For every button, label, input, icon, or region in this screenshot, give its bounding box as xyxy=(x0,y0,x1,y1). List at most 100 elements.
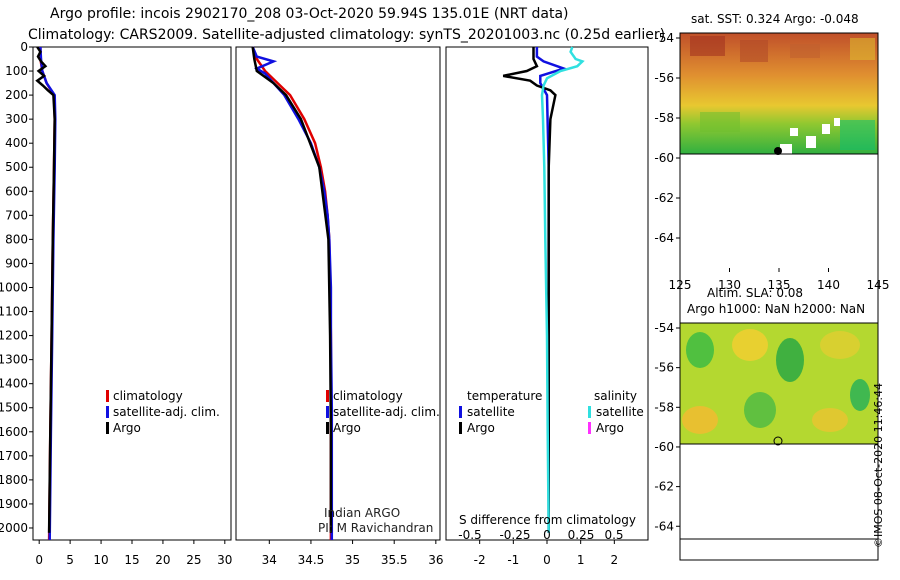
title-line-1: Argo profile: incois 2902170_208 03-Oct-… xyxy=(50,6,569,22)
legend-swatch-satellite xyxy=(106,406,109,418)
sla-blob xyxy=(686,332,714,368)
depth-tick-label: 1000 xyxy=(0,280,28,294)
sal-annotation-line2: PI: M Ravichandran xyxy=(318,521,433,535)
map-ytick-label: -60 xyxy=(654,440,674,454)
diff-xtick-label: -2 xyxy=(474,553,486,567)
sst-cell xyxy=(790,44,820,58)
sal-xtick-label: 35 xyxy=(345,553,360,567)
sst-missing-cell xyxy=(780,144,792,154)
sla-map-frame xyxy=(679,322,879,561)
sst-missing-data xyxy=(780,118,840,154)
sal-line-satellite-adj-clim- xyxy=(251,46,334,540)
diff-sal-tick-label: -0.25 xyxy=(499,528,530,542)
temp-legend-climatology: climatology xyxy=(113,389,183,403)
sst-heatmap-texture xyxy=(690,36,875,150)
sla-blob xyxy=(820,331,860,359)
temp-xtick-label: 15 xyxy=(124,553,139,567)
legend-swatch-temp-argo xyxy=(459,422,462,434)
sst-cell xyxy=(690,36,725,56)
sal-line-argo xyxy=(251,46,333,533)
depth-tick-label: 600 xyxy=(5,184,28,198)
legend-swatch-climatology xyxy=(326,390,329,402)
sal-legend-argo: Argo xyxy=(333,421,361,435)
diff-legend-salinity: salinity xyxy=(594,389,637,403)
legend-swatch-sal-satellite xyxy=(588,406,591,418)
diff-series xyxy=(502,46,585,533)
imos-credit: ©IMOS 08-Oct-2020 11:46:44 xyxy=(872,382,885,548)
sla-blob xyxy=(776,338,804,382)
diff-xtick-label: 1 xyxy=(577,553,585,567)
sst-cell xyxy=(700,112,740,132)
sst-missing-cell xyxy=(834,118,840,126)
diff-sal-tick-label: 0.25 xyxy=(568,528,595,542)
depth-tick-label: 1300 xyxy=(0,353,28,367)
diff-line-salinity-satellite xyxy=(540,46,585,533)
temp-xtick-label: 10 xyxy=(93,553,108,567)
depth-tick-label: 700 xyxy=(5,208,28,222)
sla-heatmap-texture xyxy=(682,329,870,434)
map-ytick-label: -54 xyxy=(654,31,674,45)
sst-map-title: sat. SST: 0.324 Argo: -0.048 xyxy=(691,12,859,26)
temp-xtick-label: 20 xyxy=(155,553,170,567)
temp-xtick-label: 0 xyxy=(35,553,43,567)
diff-legend-temperature: temperature xyxy=(467,389,542,403)
sst-missing-cell xyxy=(806,136,816,148)
temp-xtick-label: 30 xyxy=(217,553,232,567)
argo-location-marker-sla xyxy=(773,436,783,446)
map-ytick-label: -64 xyxy=(654,231,674,245)
depth-tick-label: 1500 xyxy=(0,401,28,415)
x-axes: 0 5 10 15 20 25 30 34 34.5 35 35.5 36 -2 -1 0 1 2 -0.5 -0.… xyxy=(35,528,623,567)
title-line-2: Climatology: CARS2009. Satellite-adjuste… xyxy=(28,27,666,43)
map-xtick-label: 130 xyxy=(718,278,741,292)
sla-map-subtitle: Argo h1000: NaN h2000: NaN xyxy=(687,302,865,316)
sla-blob xyxy=(812,408,848,432)
sal-legend: climatology satellite-adj. clim. Argo In… xyxy=(318,389,440,535)
diff-sal-tick-label: -0.5 xyxy=(458,528,481,542)
map-ytick-label: -54 xyxy=(654,321,674,335)
diff-legend-temp-satellite: satellite xyxy=(467,405,515,419)
map-ytick-label: -56 xyxy=(654,361,674,375)
depth-tick-label: 1700 xyxy=(0,449,28,463)
sst-missing-cell xyxy=(822,124,830,134)
depth-tick-label: 1800 xyxy=(0,473,28,487)
map-xtick-label: 145 xyxy=(867,278,890,292)
map-xtick-label: 125 xyxy=(669,278,692,292)
map-ytick-label: -60 xyxy=(654,151,674,165)
map-ytick-label: -62 xyxy=(654,480,674,494)
sst-missing-cell xyxy=(790,128,798,136)
map-ytick-label: -62 xyxy=(654,191,674,205)
depth-tick-label: 1100 xyxy=(0,305,28,319)
legend-swatch-climatology xyxy=(106,390,109,402)
depth-tick-label: 1900 xyxy=(0,497,28,511)
sst-x-axis: 125 130 135 140 145 xyxy=(669,268,890,292)
diff-xtick-label: -1 xyxy=(507,553,519,567)
legend-swatch-temp-satellite xyxy=(459,406,462,418)
depth-tick-label: 1400 xyxy=(0,377,28,391)
depth-tick-label: 1600 xyxy=(0,425,28,439)
diff-legend-sal-argo: Argo xyxy=(596,421,624,435)
legend-swatch-sal-argo xyxy=(588,422,591,434)
diff-sal-tick-label: 0.5 xyxy=(604,528,623,542)
sla-blob xyxy=(744,392,776,428)
map-ytick-label: -58 xyxy=(654,111,674,125)
map-ytick-label: -64 xyxy=(654,519,674,533)
depth-tick-label: 100 xyxy=(5,64,28,78)
diff-xtick-label: 2 xyxy=(611,553,619,567)
sal-legend-climatology: climatology xyxy=(333,389,403,403)
sla-y-axis: -54 -56 -58 -60 -62 -64 xyxy=(654,321,680,533)
sst-map-frame xyxy=(679,32,879,540)
sal-annotation-line1: Indian ARGO xyxy=(324,506,400,520)
depth-tick-label: 500 xyxy=(5,160,28,174)
depth-tick-label: 800 xyxy=(5,232,28,246)
legend-swatch-argo xyxy=(106,422,109,434)
legend-swatch-argo xyxy=(326,422,329,434)
diff-legend: temperature salinity satellite Argo sate… xyxy=(459,389,644,527)
map-ytick-label: -58 xyxy=(654,400,674,414)
depth-tick-label: 2000 xyxy=(0,521,28,535)
depth-tick-label: 200 xyxy=(5,88,28,102)
sla-map-title: Altim. SLA: 0.08 xyxy=(707,286,803,300)
map-ytick-label: -56 xyxy=(654,71,674,85)
sal-xtick-label: 34 xyxy=(262,553,277,567)
sal-panel-frame xyxy=(235,46,441,541)
